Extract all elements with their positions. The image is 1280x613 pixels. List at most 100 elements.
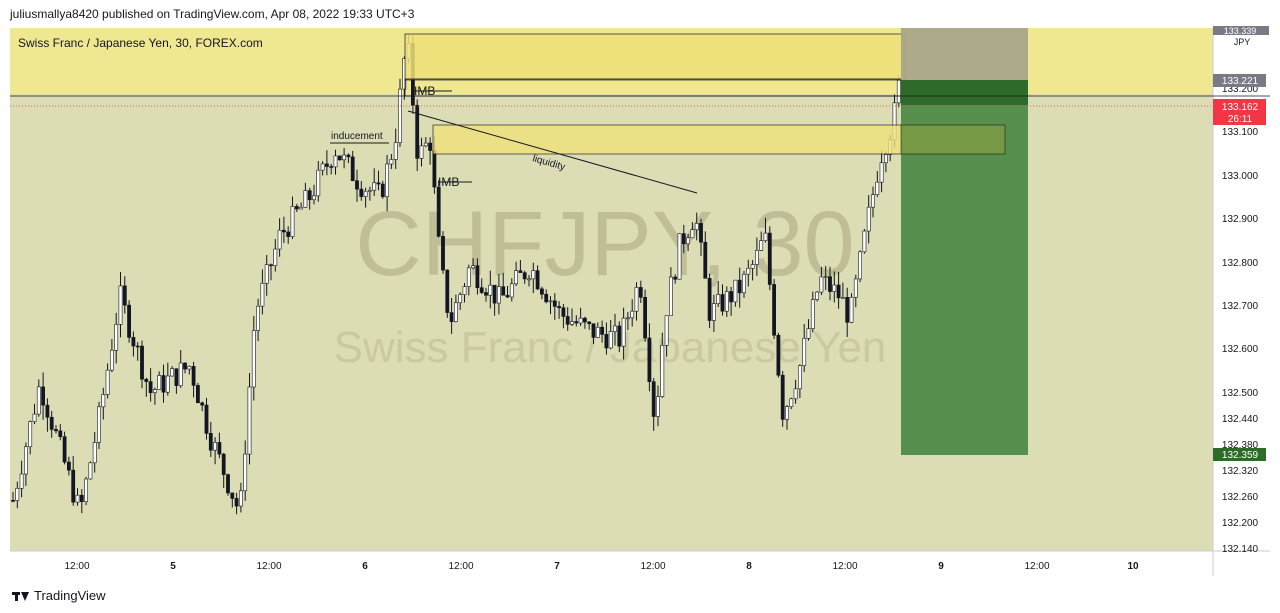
candle-down xyxy=(337,155,342,161)
candle-up xyxy=(668,276,673,317)
candle-down xyxy=(221,453,226,475)
candle-down xyxy=(828,276,832,292)
candle-down xyxy=(54,429,58,432)
candle-down xyxy=(604,334,609,349)
candle-up xyxy=(15,488,20,501)
candle-down xyxy=(681,233,686,245)
candle-up xyxy=(385,163,390,198)
x-tick-label: 12:00 xyxy=(64,561,89,572)
candle-down xyxy=(699,223,703,243)
candle-down xyxy=(346,154,351,158)
candle-down xyxy=(729,291,734,303)
candle-up xyxy=(118,285,123,325)
candle-up xyxy=(264,264,269,284)
candle-down xyxy=(286,231,291,237)
take-profit-area xyxy=(901,105,1028,455)
candle-up xyxy=(453,302,458,322)
candle-down xyxy=(535,270,540,290)
candle-up xyxy=(531,270,536,280)
candle-up xyxy=(251,330,256,388)
candle-up xyxy=(694,223,699,230)
candle-up xyxy=(28,421,33,448)
candle-down xyxy=(144,378,149,382)
liquidity-line xyxy=(407,110,698,194)
y-tick-label: 132.800 xyxy=(1222,258,1259,269)
candle-up xyxy=(656,396,660,417)
x-tick-label: 12:00 xyxy=(1024,561,1049,572)
candle-down xyxy=(350,156,355,181)
candle-up xyxy=(742,273,746,294)
candle-up xyxy=(260,282,265,307)
candle-down xyxy=(539,288,544,295)
candle-up xyxy=(19,473,24,489)
candle-up xyxy=(84,478,89,502)
y-tick-label: 132.320 xyxy=(1222,466,1259,477)
candle-up xyxy=(342,154,347,161)
y-tick-label: 132.600 xyxy=(1222,344,1259,355)
candle-up xyxy=(883,154,888,164)
candle-up xyxy=(754,250,759,265)
candle-down xyxy=(449,312,454,322)
candle-down xyxy=(324,163,329,167)
candle-down xyxy=(269,264,273,267)
candle-down xyxy=(79,494,84,502)
candle-down xyxy=(518,270,523,273)
candle-up xyxy=(157,375,162,390)
candle-up xyxy=(514,270,519,285)
candle-up xyxy=(866,206,871,232)
current-price-badge xyxy=(1213,99,1266,125)
candle-up xyxy=(92,442,97,464)
candle-up xyxy=(462,286,467,295)
candle-down xyxy=(737,279,742,294)
candle-down xyxy=(445,269,450,313)
candle-down xyxy=(479,287,484,293)
candle-up xyxy=(789,398,794,407)
candle-up xyxy=(862,230,867,253)
candle-down xyxy=(441,236,445,271)
candle-up xyxy=(806,328,811,339)
candle-down xyxy=(71,469,76,503)
candle-up xyxy=(733,279,738,303)
candle-up xyxy=(312,195,316,201)
candle-up xyxy=(630,310,635,319)
candle-up xyxy=(763,232,768,242)
candle-down xyxy=(355,180,359,190)
entry-area xyxy=(901,80,1028,105)
y-tick-label: 133.100 xyxy=(1222,127,1259,138)
watermark-symbol: CHFJPY, 30 xyxy=(355,193,854,295)
candle-up xyxy=(690,229,695,239)
candle-down xyxy=(436,186,441,237)
candle-up xyxy=(243,453,248,492)
candle-up xyxy=(613,325,617,332)
candle-up xyxy=(303,190,308,208)
candle-up xyxy=(471,265,476,269)
candle-down xyxy=(234,498,239,507)
candle-up xyxy=(608,331,613,349)
candle-up xyxy=(849,296,854,323)
candle-up xyxy=(247,386,252,455)
imbalance-overlap xyxy=(900,124,1006,155)
candle-down xyxy=(307,190,312,201)
candle-up xyxy=(819,276,824,293)
candle-up xyxy=(746,267,751,275)
candle-up xyxy=(686,237,691,245)
candle-up xyxy=(393,142,398,160)
candle-down xyxy=(208,433,213,451)
candle-up xyxy=(660,344,665,397)
candle-down xyxy=(62,436,67,463)
candle-up xyxy=(23,446,28,475)
candle-up xyxy=(389,159,394,165)
candle-up xyxy=(879,162,884,183)
tradingview-brand[interactable]: TradingView xyxy=(12,588,106,603)
candle-up xyxy=(466,267,471,287)
candle-down xyxy=(767,232,772,285)
candle-up xyxy=(797,365,802,390)
candle-down xyxy=(58,430,63,437)
candle-down xyxy=(191,366,196,386)
candle-down xyxy=(591,323,596,338)
candle-down xyxy=(204,404,209,434)
x-tick-label: 12:00 xyxy=(448,561,473,572)
candle-up xyxy=(256,305,261,331)
last-close-value: 133.221 xyxy=(1222,76,1259,87)
